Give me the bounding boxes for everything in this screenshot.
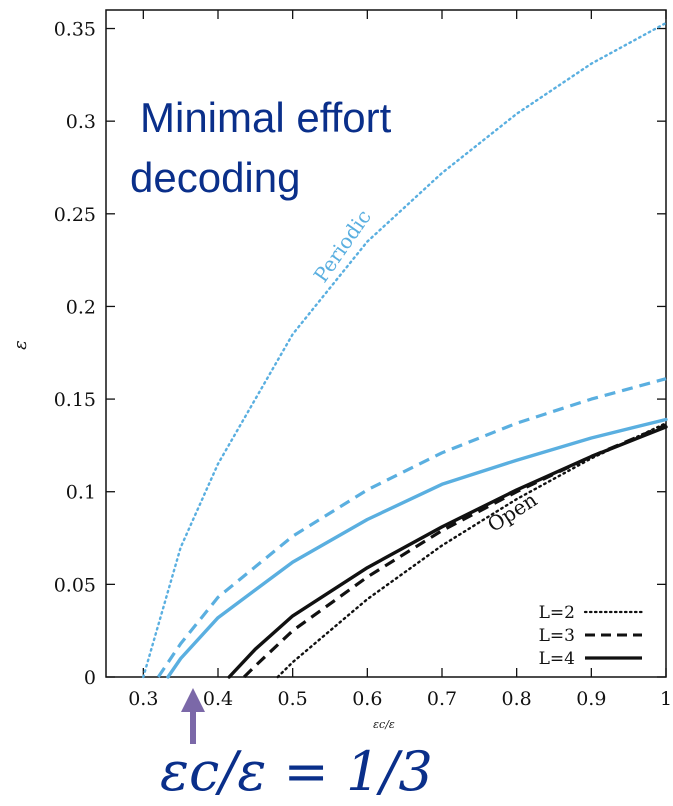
series-lines <box>142 21 668 679</box>
series-line-periodic-l3 <box>156 377 667 678</box>
y-axis-label: ε <box>10 340 31 350</box>
legend: L=2 L=3 L=4 <box>539 603 644 669</box>
y-tick-label: 0.3 <box>66 111 96 133</box>
y-tick-label: 0.35 <box>54 19 96 41</box>
equation-label: εc/ε = 1/3 <box>160 740 433 803</box>
x-axis-label: εc/ε <box>373 718 395 731</box>
x-tick-label: 0.5 <box>278 688 308 710</box>
y-tick-label: 0 <box>84 667 96 689</box>
plot-frame <box>105 9 667 678</box>
series-line-open-l2 <box>276 422 668 679</box>
y-tick-label: 0.25 <box>54 204 96 226</box>
x-tick-label: 0.8 <box>502 688 532 710</box>
series-line-open-l3 <box>242 423 667 679</box>
x-tick-label: 0.3 <box>128 688 158 710</box>
y-tick-label: 0.05 <box>54 574 96 596</box>
axis-ticks: 0.3 0.4 0.5 0.6 0.7 0.8 0.9 1 0 0.05 0.1 0.15 0.2 0.2… <box>54 10 672 710</box>
overlay-title-line2: decoding <box>130 154 300 201</box>
series-line-periodic-l4 <box>166 417 668 679</box>
x-tick-label: 0.4 <box>203 688 233 710</box>
y-tick-label: 0.15 <box>54 389 96 411</box>
y-tick-label: 0.1 <box>66 482 96 504</box>
y-tick-label: 0.2 <box>66 296 96 318</box>
legend-label-l2: L=2 <box>539 603 575 623</box>
legend-label-l4: L=4 <box>539 649 575 669</box>
x-tick-label: 1 <box>660 688 672 710</box>
arrow-icon <box>181 688 205 744</box>
series-line-open-l4 <box>227 425 668 679</box>
legend-label-l3: L=3 <box>539 626 575 646</box>
x-tick-label: 0.9 <box>576 688 606 710</box>
annotation-periodic: Periodic <box>309 205 376 287</box>
x-tick-label: 0.7 <box>427 688 457 710</box>
overlay-title-line1: Minimal effort <box>140 94 392 141</box>
series-line-periodic-l2 <box>142 21 668 679</box>
x-tick-label: 0.6 <box>352 688 382 710</box>
